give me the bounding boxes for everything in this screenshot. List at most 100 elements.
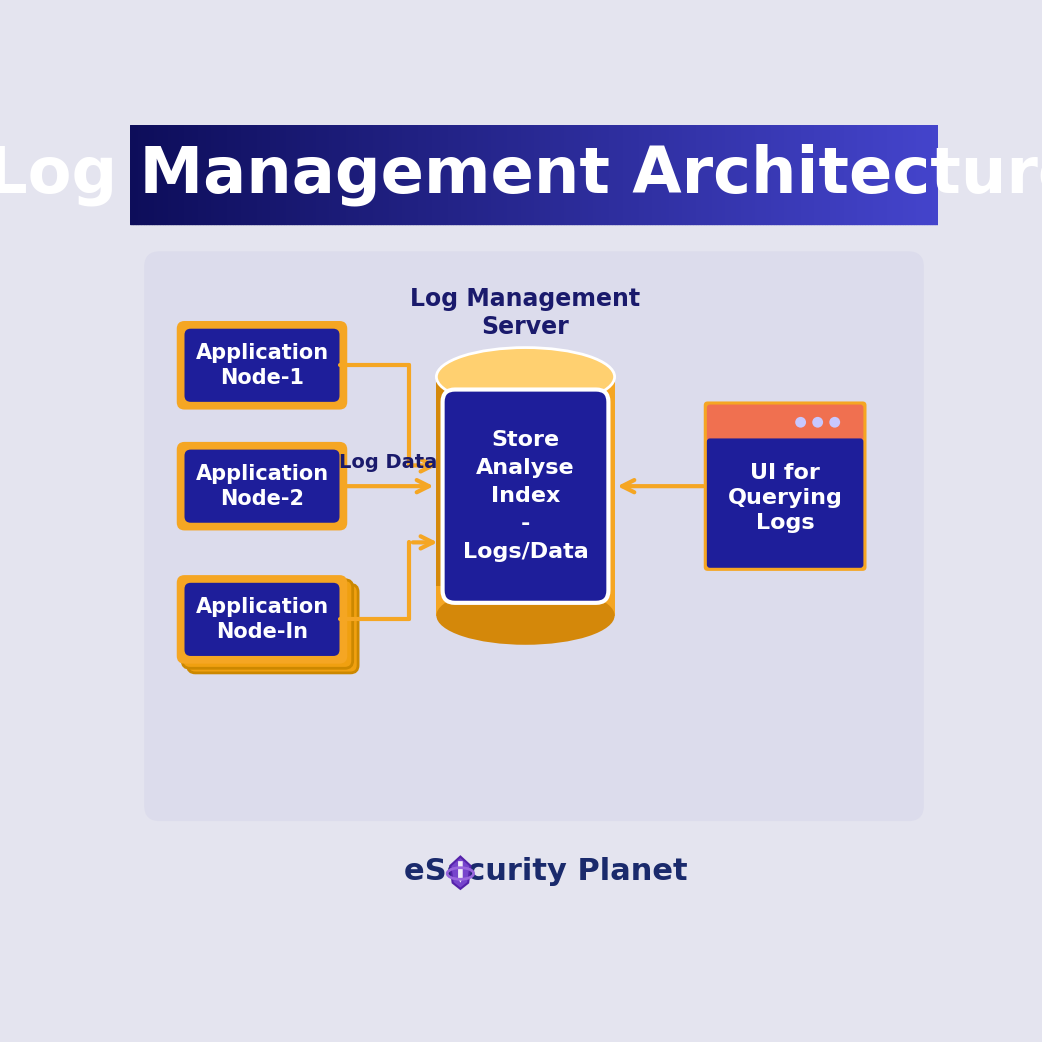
- Bar: [805, 125, 809, 224]
- Ellipse shape: [437, 587, 615, 645]
- Bar: [817, 125, 819, 224]
- Bar: [567, 125, 569, 224]
- Bar: [222, 125, 224, 224]
- Bar: [435, 125, 438, 224]
- Bar: [698, 125, 701, 224]
- Bar: [482, 125, 486, 224]
- FancyBboxPatch shape: [177, 575, 347, 664]
- Bar: [761, 125, 763, 224]
- Bar: [176, 125, 179, 224]
- Bar: [332, 125, 334, 224]
- Bar: [639, 125, 642, 224]
- Bar: [776, 125, 779, 224]
- Bar: [249, 125, 251, 224]
- Bar: [254, 125, 256, 224]
- Bar: [453, 125, 456, 224]
- Bar: [763, 125, 766, 224]
- Bar: [238, 125, 241, 224]
- Bar: [181, 125, 184, 224]
- Bar: [259, 125, 263, 224]
- Bar: [179, 125, 181, 224]
- Bar: [547, 125, 550, 224]
- Bar: [882, 125, 884, 224]
- FancyBboxPatch shape: [144, 251, 924, 821]
- Bar: [564, 125, 567, 224]
- Bar: [598, 125, 601, 224]
- Bar: [679, 125, 683, 224]
- Bar: [582, 125, 586, 224]
- Bar: [502, 125, 504, 224]
- Bar: [857, 125, 860, 224]
- Bar: [892, 125, 895, 224]
- Bar: [494, 125, 496, 224]
- Bar: [426, 125, 429, 224]
- Bar: [685, 125, 688, 224]
- Bar: [438, 125, 440, 224]
- Bar: [450, 125, 453, 224]
- Bar: [159, 125, 163, 224]
- Bar: [513, 125, 515, 224]
- FancyBboxPatch shape: [184, 582, 340, 656]
- Bar: [383, 125, 386, 224]
- Bar: [489, 125, 491, 224]
- Bar: [375, 125, 378, 224]
- Bar: [380, 125, 383, 224]
- Bar: [404, 125, 407, 224]
- Bar: [827, 125, 830, 224]
- FancyBboxPatch shape: [177, 321, 347, 410]
- Bar: [720, 125, 722, 224]
- Bar: [462, 125, 464, 224]
- Bar: [300, 125, 302, 224]
- Bar: [472, 125, 475, 224]
- Bar: [499, 125, 502, 224]
- Bar: [634, 125, 637, 224]
- Bar: [135, 125, 139, 224]
- Bar: [440, 125, 443, 224]
- Bar: [933, 125, 935, 224]
- Bar: [343, 125, 346, 224]
- Bar: [397, 125, 399, 224]
- Bar: [644, 125, 647, 224]
- Bar: [431, 125, 435, 224]
- Bar: [256, 125, 259, 224]
- Bar: [278, 125, 281, 224]
- Bar: [316, 125, 319, 224]
- Bar: [268, 125, 270, 224]
- Bar: [227, 125, 230, 224]
- Bar: [421, 125, 424, 224]
- Bar: [507, 125, 510, 224]
- Bar: [553, 125, 555, 224]
- Bar: [790, 125, 792, 224]
- Bar: [537, 125, 540, 224]
- Bar: [480, 125, 482, 224]
- Bar: [198, 125, 200, 224]
- Bar: [244, 125, 246, 224]
- Bar: [314, 125, 316, 224]
- Bar: [139, 125, 141, 224]
- Bar: [812, 125, 814, 224]
- Bar: [637, 125, 639, 224]
- Bar: [289, 125, 292, 224]
- Bar: [658, 125, 661, 224]
- Bar: [803, 125, 805, 224]
- Bar: [846, 125, 849, 224]
- Circle shape: [829, 417, 840, 427]
- Bar: [424, 125, 426, 224]
- Bar: [235, 125, 238, 224]
- Polygon shape: [450, 857, 471, 889]
- Text: Log Management Architecture: Log Management Architecture: [0, 143, 1042, 205]
- Bar: [591, 125, 593, 224]
- Bar: [647, 125, 650, 224]
- Bar: [895, 125, 897, 224]
- Bar: [443, 125, 445, 224]
- Bar: [650, 125, 652, 224]
- Bar: [329, 125, 332, 224]
- Circle shape: [795, 417, 807, 427]
- Bar: [615, 125, 618, 224]
- Bar: [464, 125, 467, 224]
- Text: Application
Node-2: Application Node-2: [196, 464, 328, 508]
- Bar: [696, 125, 698, 224]
- Bar: [844, 125, 846, 224]
- Bar: [305, 125, 308, 224]
- Bar: [208, 125, 210, 224]
